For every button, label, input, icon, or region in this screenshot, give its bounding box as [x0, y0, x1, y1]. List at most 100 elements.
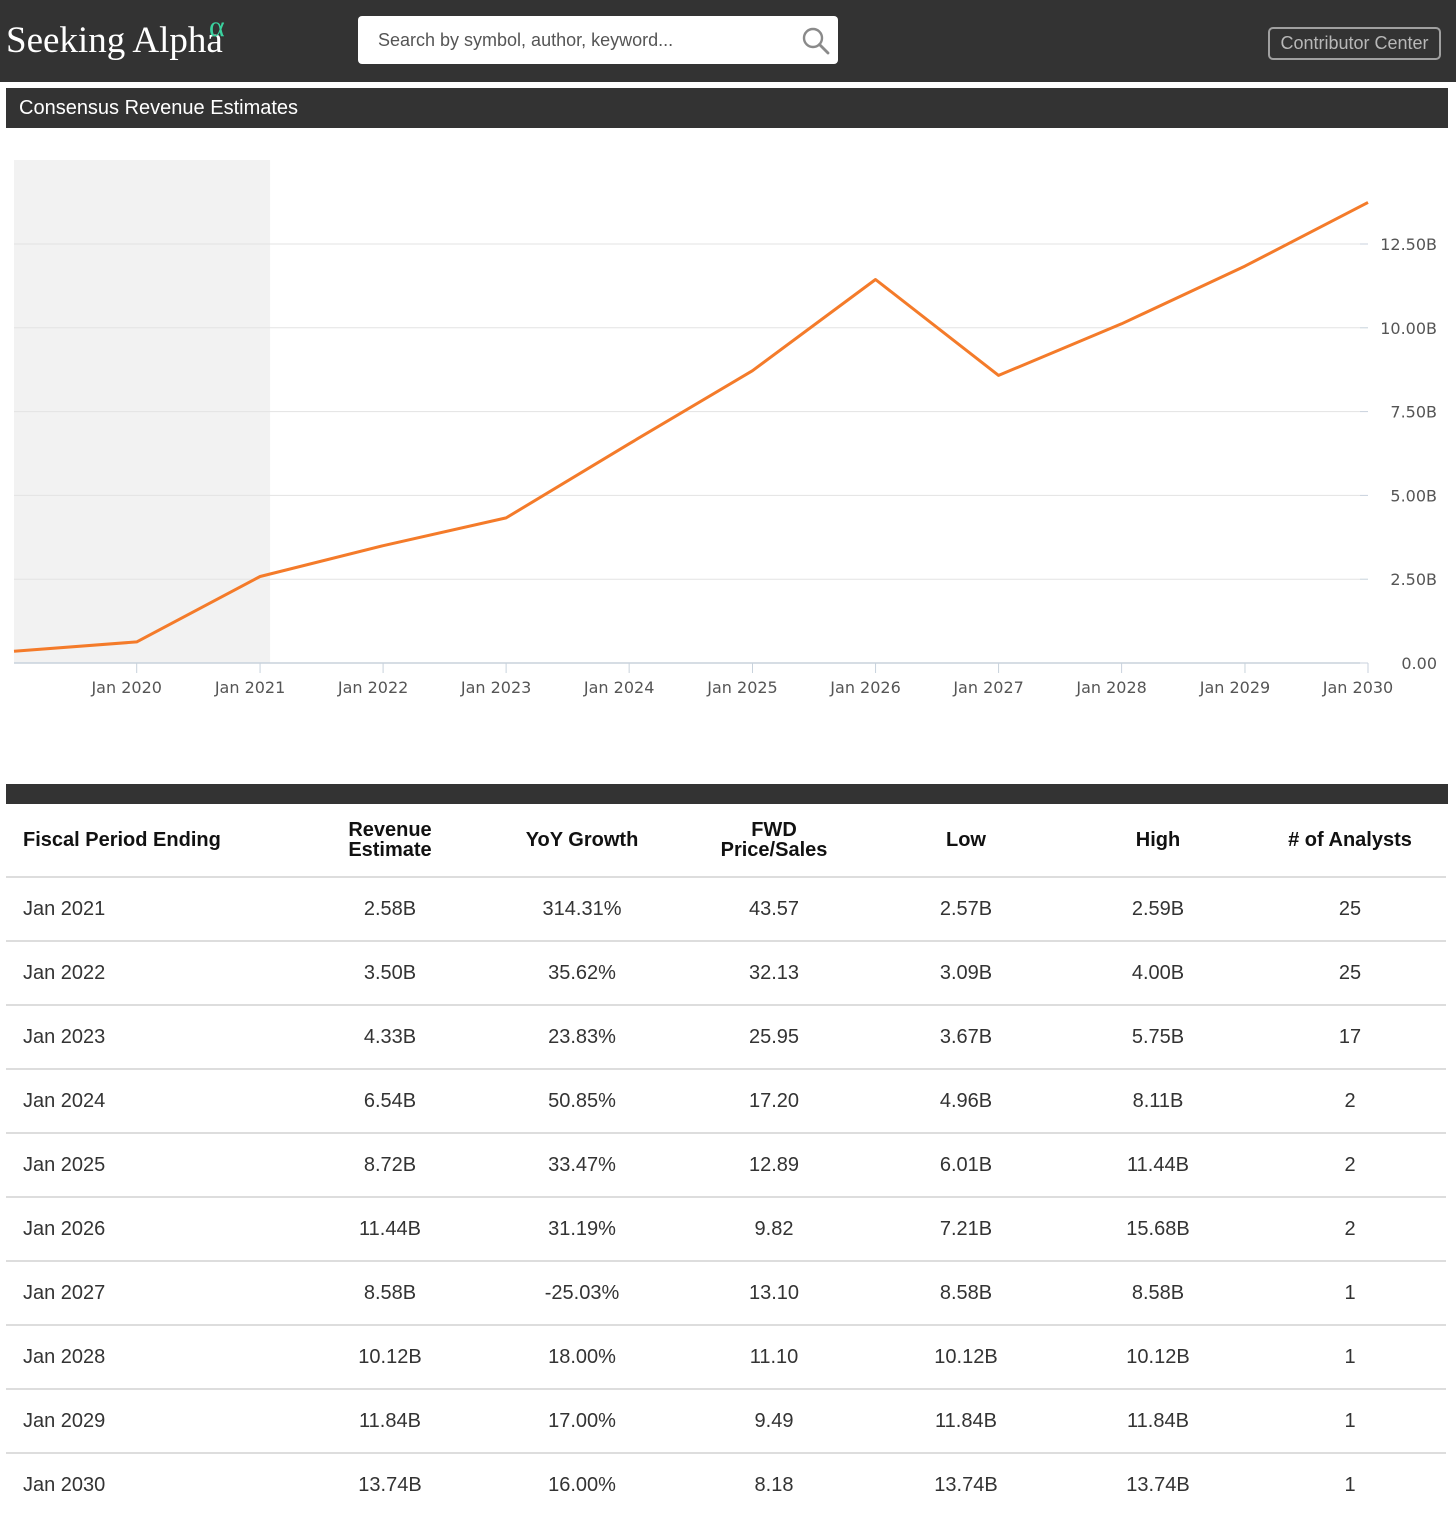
cell-fiscal-period: Jan 2021	[6, 877, 294, 942]
logo-text: Seeking Alpha	[6, 20, 223, 61]
cell-fiscal-period: Jan 2028	[6, 1325, 294, 1390]
y-tick-label: 7.50B	[1390, 403, 1437, 422]
table-row: Jan 2025 8.72B 33.47% 12.89 6.01B 11.44B 2	[6, 1133, 1446, 1198]
column-header-num-analysts[interactable]: # of Analysts	[1254, 804, 1446, 878]
top-navigation-bar: Seeking Alpha α Contributor Center	[0, 0, 1456, 82]
revenue-line-chart: 0.00 2.50B 5.00B 7.50B 10.00B 12.50B Jan 2020 J…	[13, 160, 1437, 697]
y-tick-label: 10.00B	[1380, 319, 1437, 338]
seeking-alpha-logo[interactable]: Seeking Alpha α	[6, 10, 225, 66]
cell-low: 11.84B	[870, 1389, 1062, 1454]
cell-high: 11.44B	[1062, 1133, 1254, 1198]
y-tick-label: 0.00	[1401, 654, 1437, 673]
cell-fiscal-period: Jan 2026	[6, 1197, 294, 1262]
cell-fwd-price-sales: 43.57	[678, 877, 870, 942]
search-input[interactable]	[358, 16, 788, 64]
x-tick-label: Jan 2023	[460, 678, 531, 697]
table-row: Jan 2021 2.58B 314.31% 43.57 2.57B 2.59B 25	[6, 877, 1446, 942]
search-box	[358, 16, 838, 64]
cell-revenue-estimate: 11.84B	[294, 1389, 486, 1454]
cell-low: 13.74B	[934, 1473, 998, 1496]
cell-high: 8.11B	[1062, 1069, 1254, 1134]
cell-low: 3.09B	[870, 941, 1062, 1006]
table-row: Jan 2028 10.12B 18.00% 11.10 10.12B 10.12B 1	[6, 1325, 1446, 1390]
x-tick-label: Jan 2027	[952, 678, 1023, 697]
cell-fwd-price-sales: 11.10	[678, 1325, 870, 1390]
revenue-estimate-series-line	[13, 201, 1369, 653]
cell-revenue-estimate: 6.54B	[294, 1069, 486, 1134]
cell-yoy-growth: 18.00%	[486, 1325, 678, 1390]
cell-num-analysts: 25	[1254, 941, 1446, 1006]
cell-low: 2.57B	[870, 877, 1062, 942]
cell-high: 11.84B	[1062, 1389, 1254, 1454]
cell-num-analysts: 1	[1254, 1261, 1446, 1326]
table-row: Jan 2026 11.44B 31.19% 9.82 7.21B 15.68B 2	[6, 1197, 1446, 1262]
cell-revenue-estimate: 8.72B	[294, 1133, 486, 1198]
cell-low: 10.12B	[870, 1325, 1062, 1390]
cell-revenue-estimate: 4.33B	[294, 1005, 486, 1070]
cell-fiscal-period: Jan 2023	[6, 1005, 294, 1070]
column-header-yoy-growth[interactable]: YoY Growth	[486, 804, 678, 878]
x-tick-label: Jan 2020	[90, 678, 161, 697]
cell-num-analysts: 1	[1254, 1325, 1446, 1390]
cell-num-analysts: 17	[1254, 1005, 1446, 1070]
x-tick-label: Jan 2028	[1075, 678, 1146, 697]
column-header-low[interactable]: Low	[870, 804, 1062, 878]
column-header-high[interactable]: High	[1062, 804, 1254, 878]
cell-revenue-estimate: 3.50B	[294, 941, 486, 1006]
search-icon[interactable]	[802, 27, 830, 55]
cell-yoy-growth: 35.62%	[486, 941, 678, 1006]
cell-num-analysts: 25	[1254, 877, 1446, 942]
table-top-bar	[6, 784, 1448, 804]
cell-fiscal-period: Jan 2024	[6, 1069, 294, 1134]
table-row: Jan 2027 8.58B -25.03% 13.10 8.58B 8.58B 1	[6, 1261, 1446, 1326]
y-tick-label: 12.50B	[1380, 235, 1437, 254]
cell-num-analysts: 2	[1254, 1069, 1446, 1134]
revenue-estimates-table: Fiscal Period Ending Revenue Estimate YoY…	[6, 804, 1446, 1516]
cell-revenue-estimate: 11.44B	[294, 1197, 486, 1262]
cell-high: 8.58B	[1062, 1261, 1254, 1326]
cell-high: 2.59B	[1062, 877, 1254, 942]
x-tick-label: Jan 2025	[706, 678, 777, 697]
cell-high: 10.12B	[1062, 1325, 1254, 1390]
logo-alpha-mark: α	[209, 10, 225, 43]
contributor-center-button[interactable]: Contributor Center	[1268, 27, 1441, 60]
cell-fiscal-period: Jan 2027	[6, 1261, 294, 1326]
cell-fwd-price-sales: 25.95	[678, 1005, 870, 1070]
column-header-fiscal-period[interactable]: Fiscal Period Ending	[6, 804, 294, 878]
cell-num-analysts: 1	[1344, 1473, 1356, 1496]
cell-fwd-price-sales: 12.89	[678, 1133, 870, 1198]
table-row: Jan 2030 13.74B 16.00% 8.18 13.74B 13.74B 1	[6, 1453, 1446, 1516]
x-tick-label: Jan 2021	[214, 678, 285, 697]
cell-fiscal-period: Jan 2022	[6, 941, 294, 1006]
cell-low: 3.67B	[870, 1005, 1062, 1070]
cell-revenue-estimate: 13.74B	[358, 1473, 422, 1496]
cell-num-analysts: 2	[1254, 1133, 1446, 1198]
cell-fwd-price-sales: 9.82	[678, 1197, 870, 1262]
cell-fwd-price-sales: 32.13	[678, 941, 870, 1006]
cell-fiscal-period: Jan 2025	[6, 1133, 294, 1198]
y-tick-label: 5.00B	[1390, 486, 1437, 505]
cell-fiscal-period: Jan 2029	[6, 1389, 294, 1454]
cell-low: 4.96B	[870, 1069, 1062, 1134]
cell-num-analysts: 1	[1254, 1389, 1446, 1454]
table-body: Jan 2021 2.58B 314.31% 43.57 2.57B 2.59B 25 Jan…	[6, 877, 1446, 1516]
cell-high: 5.75B	[1062, 1005, 1254, 1070]
cell-revenue-estimate: 8.58B	[294, 1261, 486, 1326]
cell-yoy-growth: 50.85%	[486, 1069, 678, 1134]
x-tick-label: Jan 2022	[337, 678, 408, 697]
table-row: Jan 2023 4.33B 23.83% 25.95 3.67B 5.75B 17	[6, 1005, 1446, 1070]
column-header-revenue-estimate[interactable]: Revenue Estimate	[294, 804, 486, 878]
cell-fwd-price-sales: 9.49	[678, 1389, 870, 1454]
table-row: Jan 2024 6.54B 50.85% 17.20 4.96B 8.11B 2	[6, 1069, 1446, 1134]
cell-low: 8.58B	[870, 1261, 1062, 1326]
column-header-fwd-price-sales[interactable]: FWD Price/Sales	[678, 804, 870, 878]
cell-high: 15.68B	[1062, 1197, 1254, 1262]
cell-high: 4.00B	[1062, 941, 1254, 1006]
cell-yoy-growth: 16.00%	[548, 1473, 616, 1496]
cell-revenue-estimate: 2.58B	[294, 877, 486, 942]
cell-low: 6.01B	[870, 1133, 1062, 1198]
cell-low: 7.21B	[870, 1197, 1062, 1262]
cell-yoy-growth: -25.03%	[486, 1261, 678, 1326]
section-title: Consensus Revenue Estimates	[6, 88, 1448, 128]
cell-yoy-growth: 314.31%	[486, 877, 678, 942]
